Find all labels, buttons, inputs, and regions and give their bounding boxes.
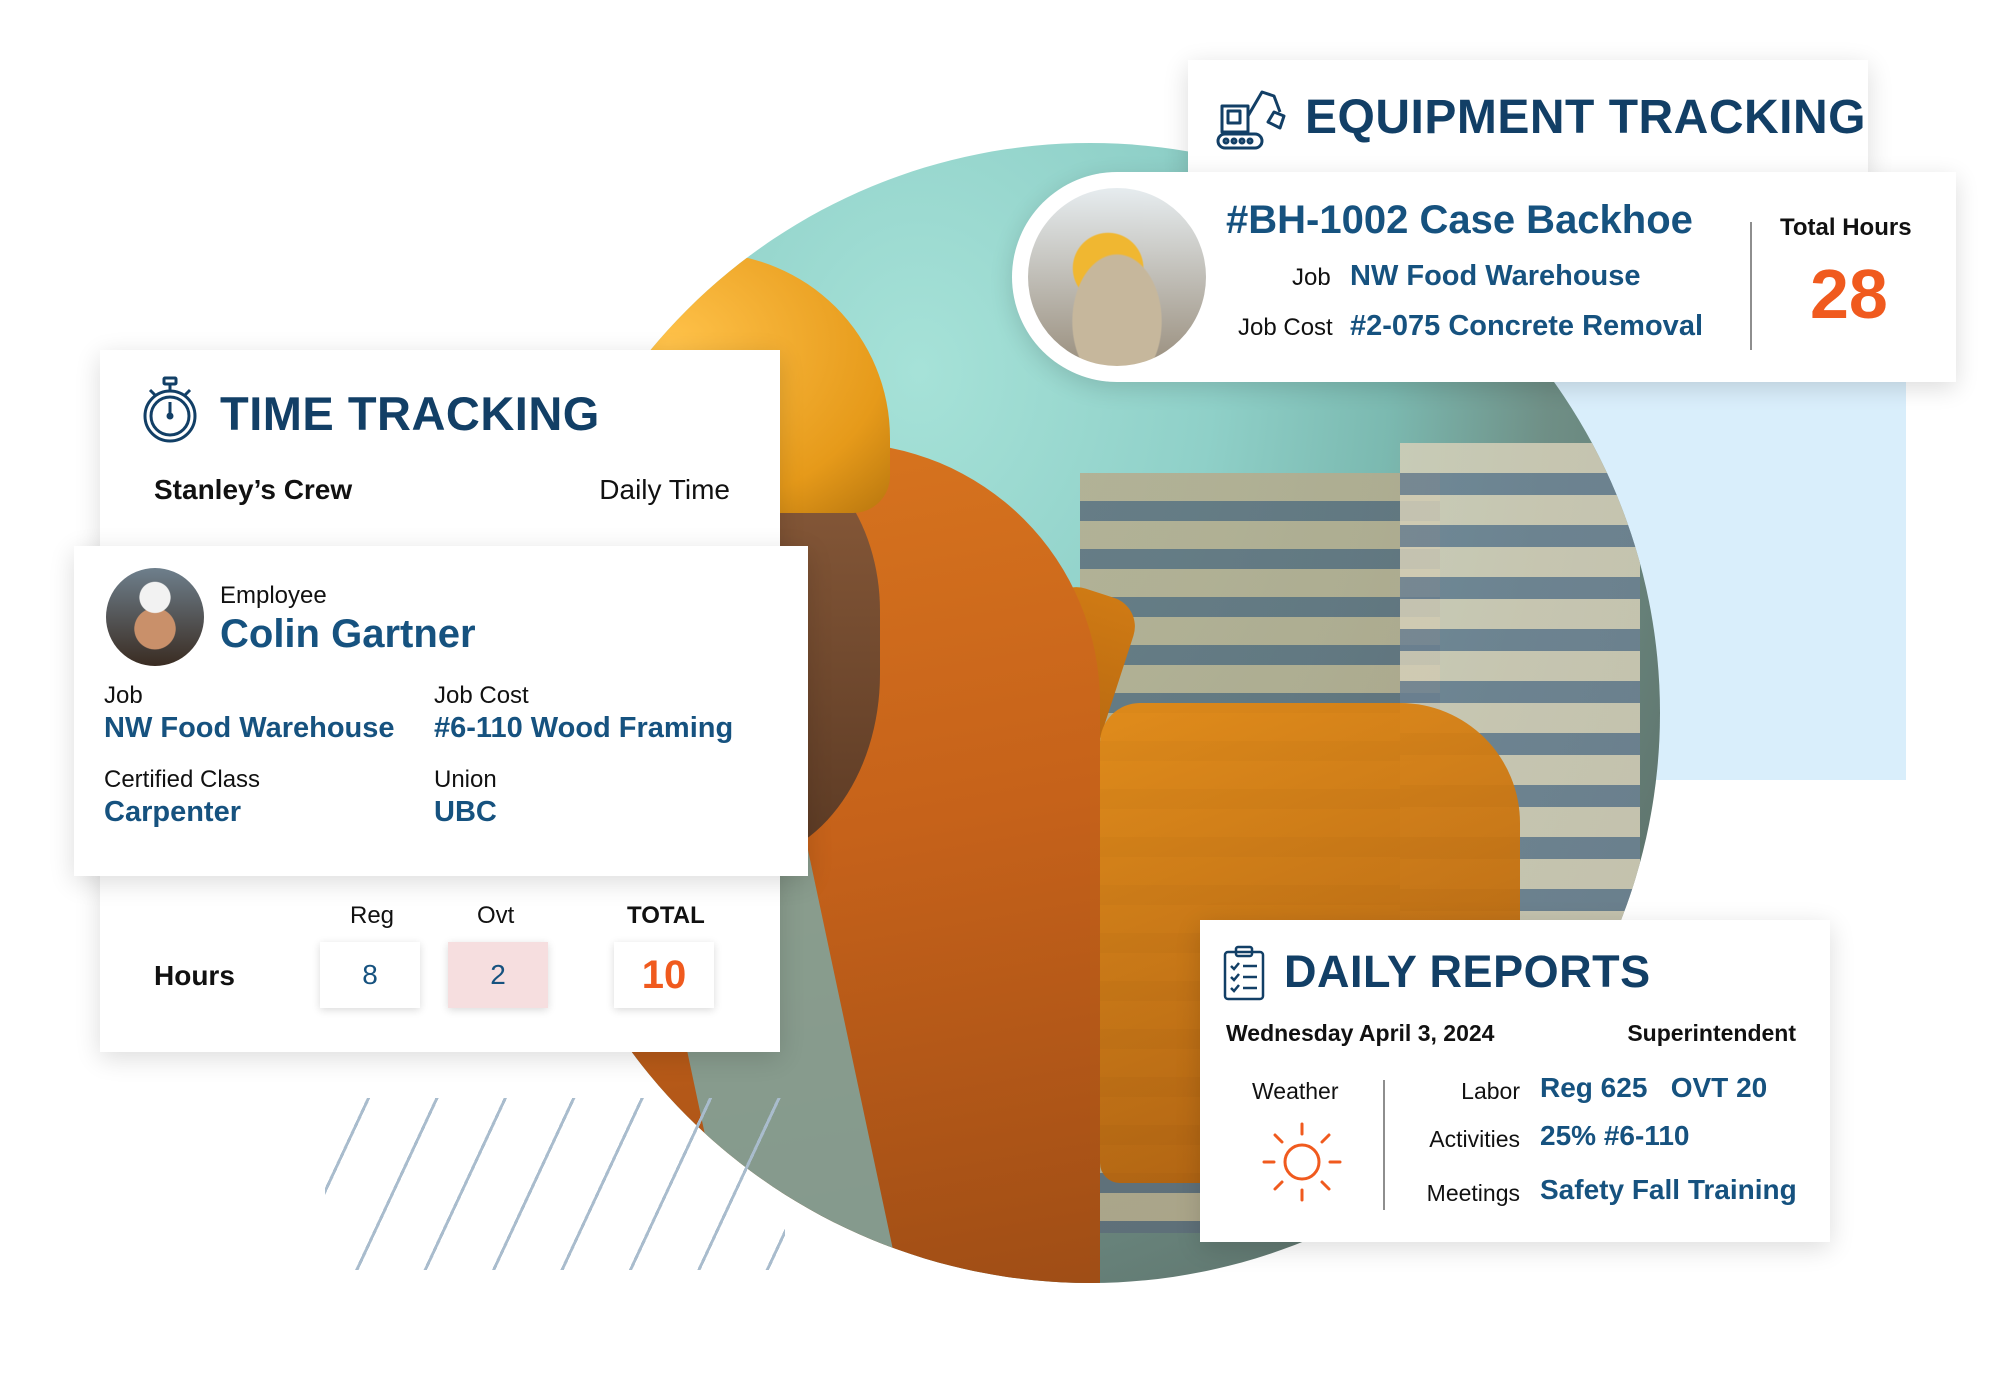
daily-reports-title: DAILY REPORTS: [1284, 946, 1651, 997]
equipment-job-cost-label: Job Cost: [1238, 314, 1333, 341]
employee-card: Employee Colin Gartner Job NW Food Wareh…: [74, 546, 808, 876]
equipment-tracking-header: EQUIPMENT TRACKING: [1188, 60, 1868, 178]
equipment-job-label: Job: [1292, 264, 1331, 291]
certified-class-label: Certified Class: [104, 766, 261, 793]
union-value: UBC: [434, 796, 497, 828]
report-date: Wednesday April 3, 2024: [1226, 1020, 1495, 1046]
ovt-hours-label: Ovt: [477, 902, 515, 929]
job-value: NW Food Warehouse: [104, 712, 395, 744]
activities-value: 25% #6-110: [1540, 1120, 1690, 1151]
crew-name: Stanley’s Crew: [154, 474, 353, 505]
total-hours-label: TOTAL: [627, 902, 705, 929]
employee-label: Employee: [220, 582, 327, 609]
clipboard-checklist-icon: [1223, 945, 1265, 1001]
daily-divider: [1383, 1080, 1385, 1210]
total-hours-value: 10: [614, 942, 714, 1008]
employee-name: Colin Gartner: [220, 612, 476, 656]
sun-icon: [1262, 1122, 1342, 1202]
excavator-icon: [1216, 90, 1286, 150]
equipment-divider: [1750, 222, 1752, 350]
equipment-total-hours-value: 28: [1810, 255, 1888, 333]
decorative-stripes: [325, 1098, 785, 1270]
time-tracking-title: TIME TRACKING: [220, 387, 600, 440]
equipment-name: #BH-1002 Case Backhoe: [1226, 198, 1693, 242]
union-label: Union: [434, 766, 497, 793]
reg-hours-field[interactable]: 8: [320, 942, 420, 1008]
activities-label: Activities: [1429, 1126, 1520, 1152]
meetings-label: Meetings: [1426, 1180, 1520, 1206]
equipment-tracking-title: EQUIPMENT TRACKING: [1305, 91, 1866, 144]
job-cost-label: Job Cost: [434, 682, 529, 709]
ovt-hours-field[interactable]: 2: [448, 942, 548, 1008]
backhoe-photo: [1028, 188, 1206, 366]
weather-label: Weather: [1252, 1078, 1339, 1104]
hours-row-label: Hours: [154, 960, 235, 991]
labor-label: Labor: [1461, 1078, 1520, 1104]
job-label: Job: [104, 682, 143, 709]
equipment-total-hours-label: Total Hours: [1780, 214, 1912, 241]
meetings-value: Safety Fall Training: [1540, 1174, 1797, 1205]
equipment-job-value: NW Food Warehouse: [1350, 260, 1641, 292]
employee-avatar: [106, 568, 204, 666]
reg-hours-label: Reg: [350, 902, 395, 929]
daily-reports-card: DAILY REPORTS Wednesday April 3, 2024 Su…: [1200, 920, 1830, 1242]
certified-class-value: Carpenter: [104, 796, 241, 828]
stopwatch-icon: [143, 376, 197, 443]
equipment-card: #BH-1002 Case Backhoe Job NW Food Wareho…: [1012, 172, 1956, 382]
labor-value: Reg 625 OVT 20: [1540, 1072, 1768, 1103]
time-mode-label: Daily Time: [599, 474, 730, 505]
equipment-job-cost-value: #2-075 Concrete Removal: [1350, 310, 1703, 342]
job-cost-value: #6-110 Wood Framing: [434, 712, 734, 744]
report-role: Superintendent: [1627, 1020, 1796, 1046]
